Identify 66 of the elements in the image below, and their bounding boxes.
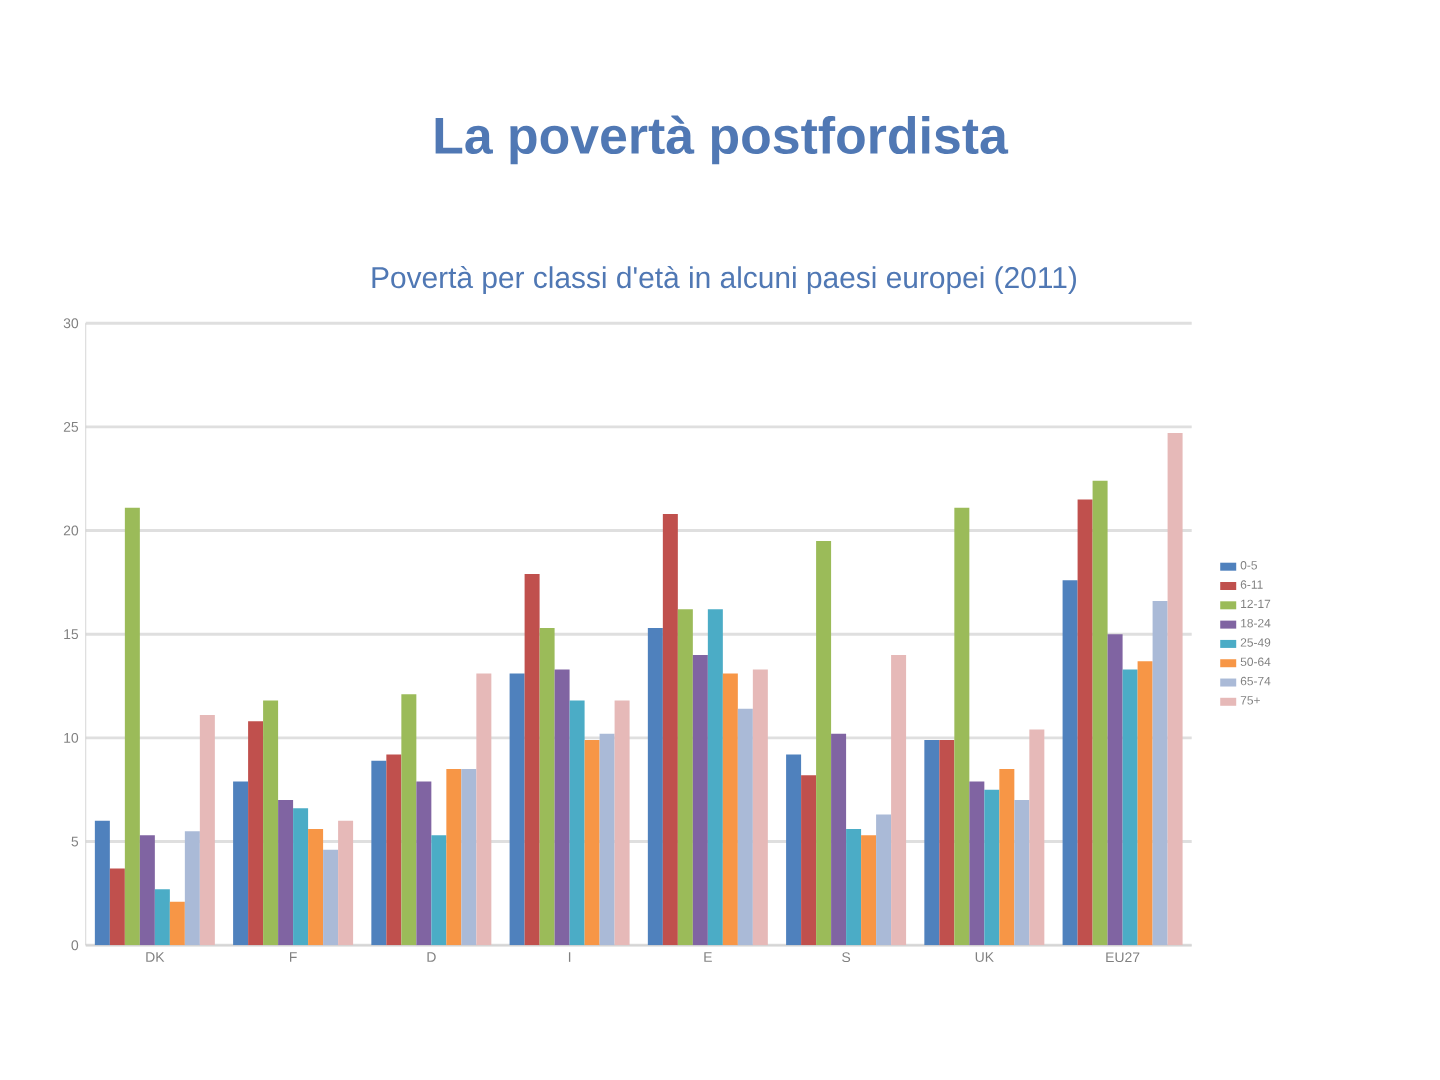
bar: [816, 540, 832, 946]
bar: [446, 768, 462, 946]
bar: [861, 835, 877, 946]
bar: [1077, 499, 1093, 946]
bar: [939, 739, 955, 946]
bar: [677, 609, 693, 946]
bar: [722, 673, 738, 946]
bar: [569, 700, 585, 946]
bar: [954, 507, 970, 946]
bar: [94, 820, 110, 946]
bar: [1107, 634, 1123, 946]
bar: [891, 654, 907, 946]
bar: [584, 739, 600, 946]
bar: [614, 700, 630, 946]
bar: [737, 708, 753, 946]
bar: [169, 901, 185, 946]
bar: [278, 800, 294, 946]
bar: [371, 760, 387, 946]
bar: [984, 789, 1000, 946]
bar: [647, 627, 663, 946]
bar: [308, 829, 324, 946]
bar: [416, 781, 432, 946]
bar: [139, 835, 155, 946]
bar: [554, 669, 570, 946]
bar: [1014, 800, 1030, 946]
bar: [999, 768, 1015, 946]
bar: [692, 654, 708, 946]
bar: [323, 849, 339, 946]
bar: [599, 733, 615, 946]
bar: [124, 507, 140, 946]
bar: [752, 669, 768, 946]
bar: [524, 574, 540, 946]
chart-title: La povertà postfordista: [435, 115, 1009, 165]
bar: [109, 868, 125, 946]
bar: [461, 768, 477, 946]
bar: [1122, 669, 1138, 946]
bar: [233, 781, 249, 946]
bar: [662, 513, 678, 946]
bar: [338, 820, 354, 946]
bar: [969, 781, 985, 946]
bar: [801, 775, 817, 946]
bar: [924, 739, 940, 946]
bar: [431, 835, 447, 946]
bar: [876, 814, 892, 946]
bar: [263, 700, 279, 946]
bar: [154, 889, 170, 946]
bar: [539, 627, 555, 946]
bar: [248, 721, 264, 946]
bar: [707, 609, 723, 946]
bar: [1062, 580, 1078, 946]
bar: [184, 831, 200, 946]
bar: [1137, 661, 1153, 946]
bar: [199, 715, 215, 946]
bar: [293, 808, 309, 946]
bar: [401, 694, 417, 946]
bar: [1152, 601, 1168, 946]
bar: [846, 829, 862, 946]
bar: [509, 673, 525, 946]
bar: [476, 673, 492, 946]
bar: [1092, 480, 1108, 946]
bar: [786, 754, 802, 946]
bar: [1167, 433, 1183, 946]
bar: [831, 733, 847, 946]
bar: [386, 754, 402, 946]
chart-subtitle: Povertà per classi d'età in alcuni paesi europei (2011): [372, 265, 1076, 295]
bar: [1029, 729, 1045, 946]
